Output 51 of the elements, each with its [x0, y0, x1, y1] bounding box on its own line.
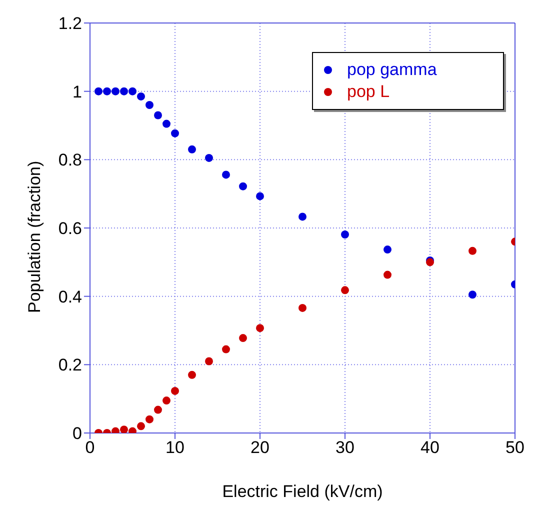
- point: [384, 246, 392, 254]
- point: [120, 426, 128, 433]
- point: [103, 87, 111, 96]
- x-tick-label: 50: [506, 438, 524, 458]
- point: [341, 286, 349, 294]
- point: [222, 345, 230, 354]
- point: [468, 246, 476, 255]
- point: [112, 87, 120, 96]
- point: [298, 212, 306, 221]
- point: [341, 230, 349, 238]
- y-tick-label: 1.2: [58, 14, 82, 34]
- y-axis-title: Population (fraction): [25, 160, 44, 313]
- y-tick-label: 0.4: [58, 287, 82, 306]
- point: [298, 304, 306, 312]
- point: [171, 129, 179, 138]
- point: [239, 334, 247, 342]
- point: [94, 87, 102, 96]
- x-axis-title: Electric Field (kV/cm): [222, 482, 383, 501]
- point: [154, 406, 162, 414]
- x-tick-label: 20: [250, 438, 270, 458]
- y-tick-label: 0.6: [58, 219, 82, 238]
- point: [239, 182, 247, 190]
- x-tick-label: 0: [85, 438, 95, 458]
- point: [120, 87, 128, 96]
- point: [128, 87, 136, 96]
- point: [162, 396, 170, 405]
- point: [205, 154, 213, 162]
- x-tick-label: 30: [336, 438, 354, 458]
- point: [256, 324, 264, 332]
- y-tick-label: 0: [72, 424, 82, 444]
- point: [146, 101, 154, 109]
- point: [146, 415, 154, 424]
- legend-label: pop L: [347, 81, 390, 103]
- point: [256, 192, 264, 200]
- x-tick-label: 10: [166, 438, 184, 458]
- x-tick-label: 40: [420, 438, 440, 458]
- point: [171, 386, 179, 395]
- legend-label: pop gamma: [347, 59, 437, 81]
- point: [205, 357, 213, 366]
- y-tick-label: 1: [72, 82, 82, 102]
- point: [468, 290, 476, 299]
- point: [188, 370, 196, 379]
- point: [154, 111, 162, 120]
- point: [137, 92, 145, 100]
- y-tick-label: 0.8: [58, 150, 82, 170]
- point: [137, 422, 145, 430]
- point: [162, 120, 170, 128]
- point: [188, 145, 196, 154]
- y-tick-label: 0.2: [58, 356, 82, 375]
- point: [222, 170, 230, 179]
- point: [384, 270, 392, 279]
